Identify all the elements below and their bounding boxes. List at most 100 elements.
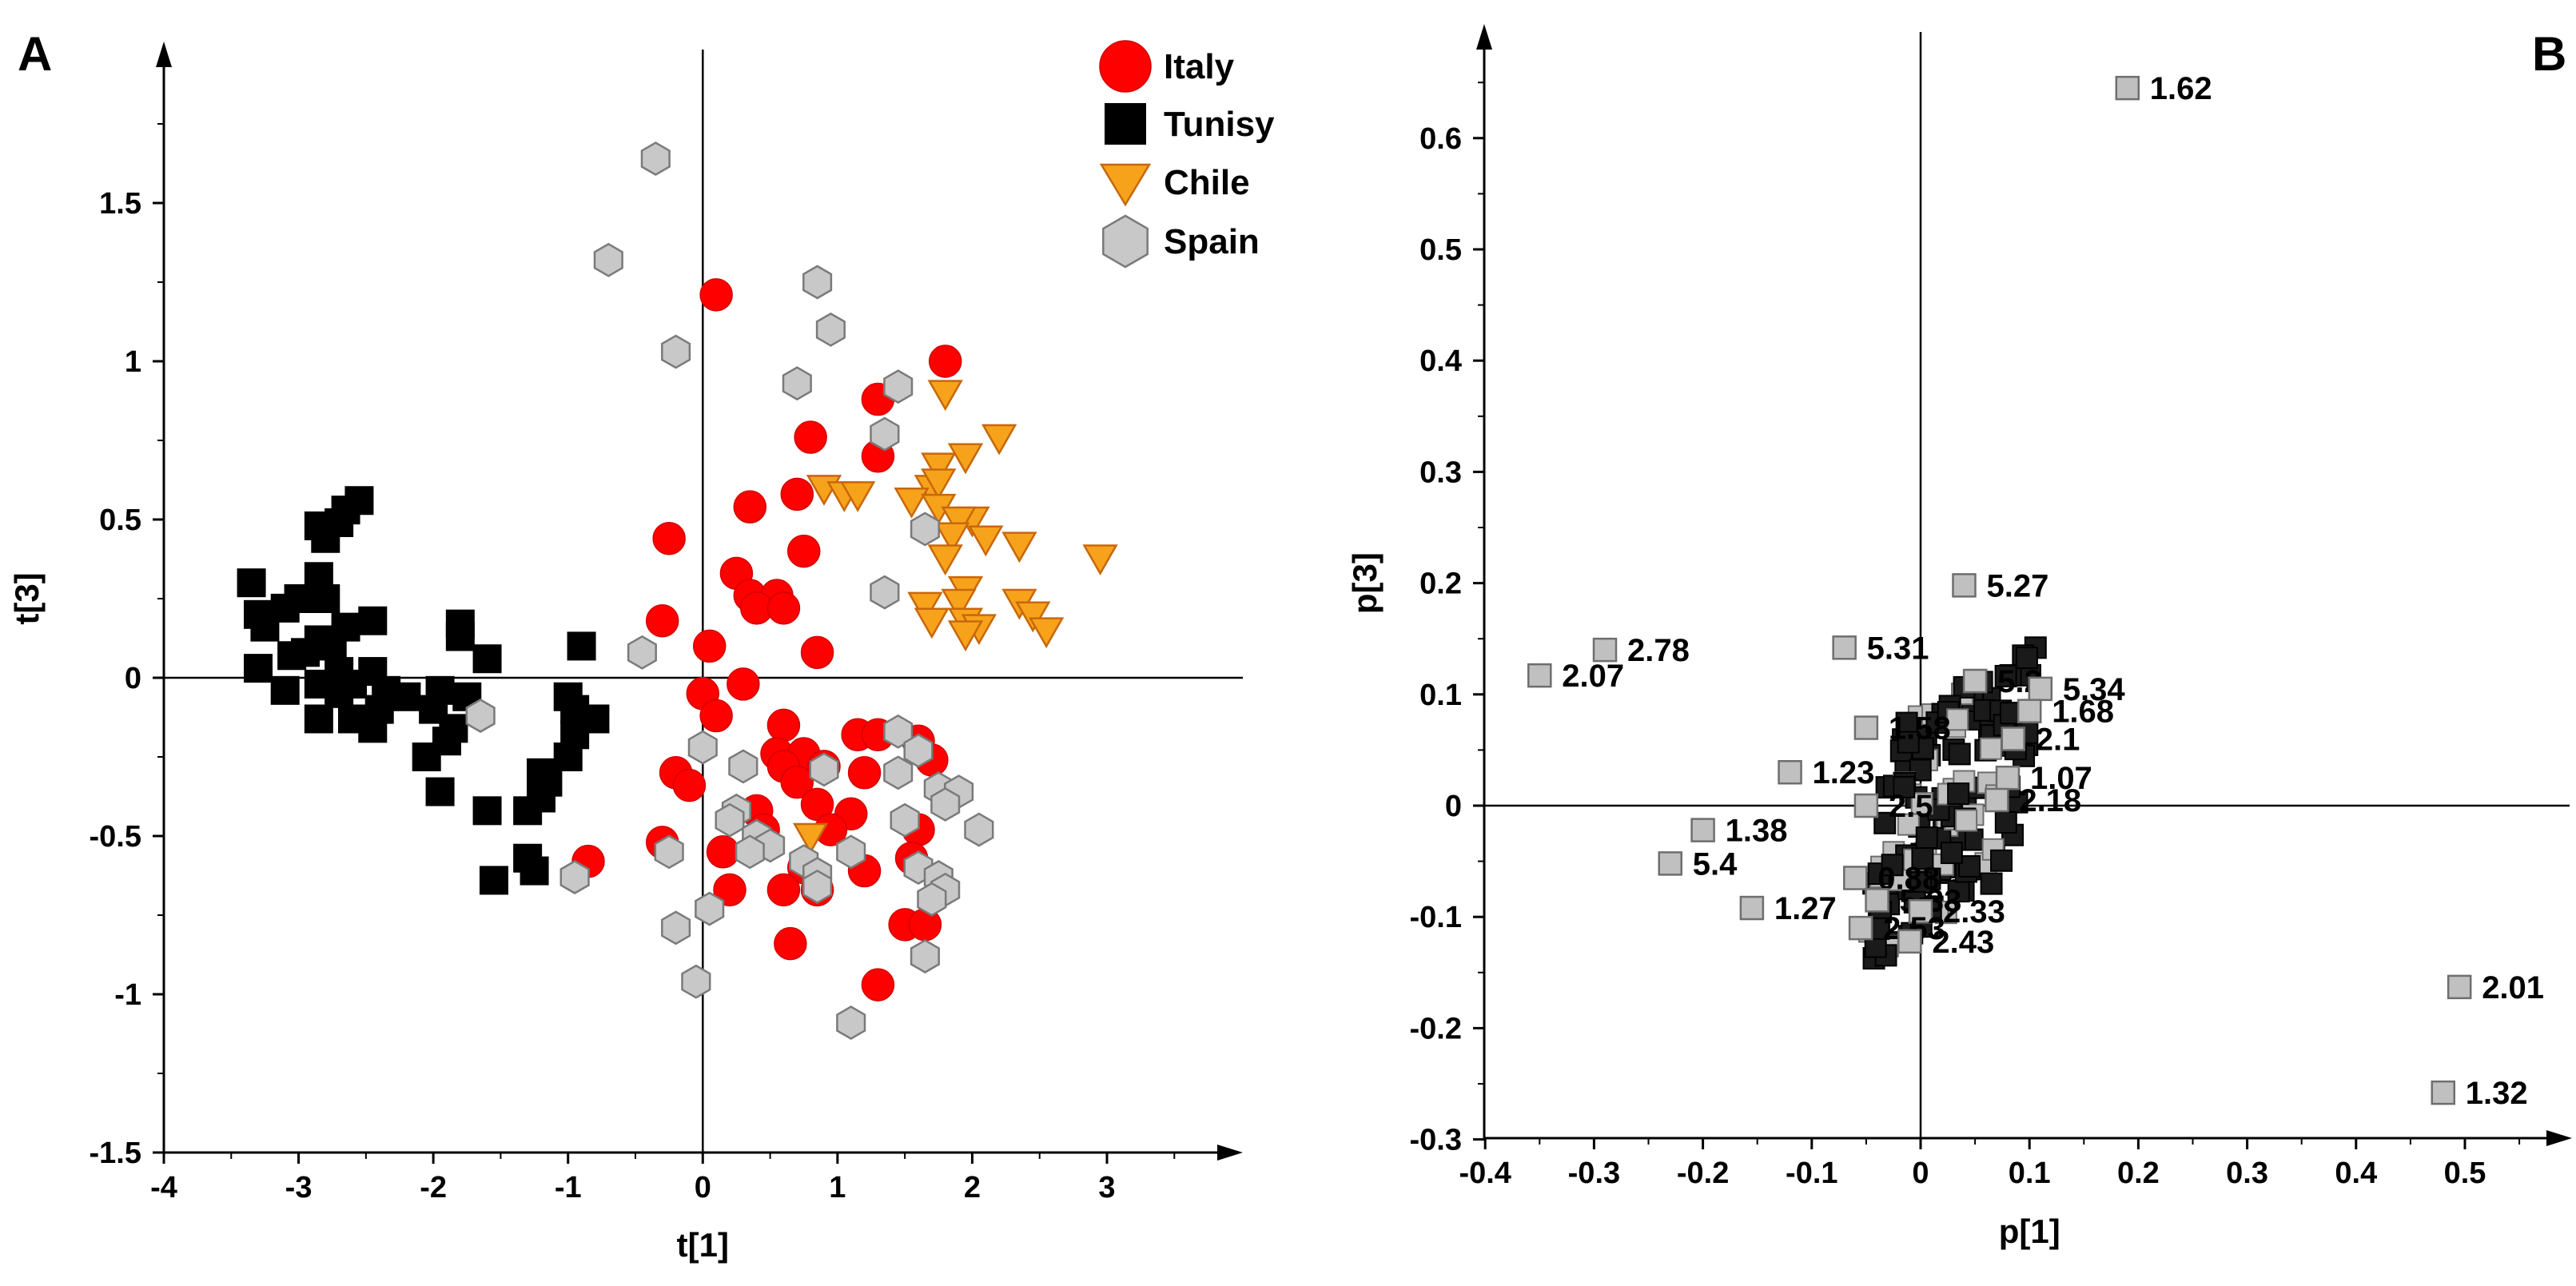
- loading-label: 2.43: [1932, 925, 1994, 960]
- x-tick-label: 0: [695, 1171, 711, 1204]
- loading-marker: [1897, 929, 1922, 954]
- y-tick-label: 1: [125, 345, 141, 379]
- loading-point-labeled: 5.4: [1658, 846, 1738, 882]
- point-chile: [941, 588, 977, 620]
- point-spain: [782, 366, 812, 401]
- point-italy: [645, 603, 679, 638]
- legend-marker-chile: [1099, 163, 1152, 207]
- point-spain: [883, 714, 914, 749]
- series-chile: [792, 380, 1118, 854]
- point-spain: [695, 891, 725, 926]
- point-spain: [687, 730, 718, 765]
- loading-point: [1897, 731, 1920, 754]
- loading-label: 2.33: [1943, 894, 2005, 930]
- loading-label: 2.07: [1562, 659, 1624, 694]
- point-spain: [964, 812, 994, 847]
- loading-marker: [1527, 663, 1552, 688]
- point-italy: [727, 667, 760, 701]
- loading-point: [1979, 737, 2002, 760]
- point-tunisy: [513, 796, 543, 826]
- loading-marker: [2017, 699, 2042, 723]
- loading-marker: [1865, 888, 1889, 913]
- point-tunisy: [553, 743, 583, 771]
- legend-item-chile: Chile: [1099, 163, 1250, 207]
- loading-label: 1.23: [1813, 755, 1875, 790]
- point-chile: [1001, 532, 1037, 563]
- loading-label: 2.5: [1889, 789, 1933, 824]
- loading-marker: [1778, 759, 1802, 785]
- loading-label: 1.32: [2466, 1076, 2528, 1111]
- point-chile: [907, 591, 943, 623]
- point-italy: [672, 768, 707, 802]
- legend-label-spain: Spain: [1164, 222, 1260, 261]
- point-chile: [921, 468, 957, 500]
- legend-a: Italy Tunisy Chile Spain: [1099, 40, 1275, 269]
- loading-plot-b: -0.4 -0.3 -0.2 -0.1 0 0.1 0.2 0.3 0.4 0.5-0.3-0.2…: [1346, 24, 2572, 1250]
- point-italy: [794, 420, 827, 454]
- loading-marker: [1853, 715, 1879, 740]
- point-tunisy: [445, 622, 475, 651]
- loading-marker: [2431, 1080, 2456, 1105]
- loading-point: [1947, 782, 1970, 806]
- loading-label: 2.78: [1627, 633, 1690, 668]
- point-tunisy: [304, 704, 333, 734]
- scatter-plot-a: -4 -3 -2 -1 0 1 2 3 -1.5 -1 -0.5 0 0.5 1 1.5 A t[1] t[…: [8, 27, 1275, 1264]
- point-tunisy: [567, 631, 596, 661]
- loading-marker: [1962, 668, 1988, 694]
- series-spain: [465, 141, 994, 1041]
- point-tunisy: [237, 568, 266, 598]
- point-chile: [839, 481, 876, 512]
- point-spain: [640, 141, 671, 177]
- legend-marker-italy: [1099, 40, 1152, 93]
- point-tunisy: [358, 714, 388, 743]
- loading-marker: [1832, 635, 1857, 660]
- point-spain: [802, 869, 833, 904]
- point-spain: [815, 312, 846, 347]
- point-spain: [836, 1005, 866, 1041]
- loading-point: [1994, 810, 2017, 834]
- x-tick-label: 0: [1912, 1157, 1929, 1190]
- marks-b: 1.625.272.782.075.315.2 5.341.681.58 2.11.…: [1527, 71, 2544, 1111]
- point-tunisy: [250, 612, 280, 642]
- y-tick-label: 0.1: [1419, 679, 1462, 712]
- loading-marker: [2028, 676, 2053, 702]
- y-tick-label: 0: [125, 662, 141, 695]
- loading-point: [1994, 664, 2017, 687]
- loading-marker: [1739, 895, 1765, 921]
- y-tick-label: 0.4: [1419, 344, 1462, 378]
- point-spain: [930, 786, 961, 822]
- y-tick-label: 0.5: [1419, 233, 1462, 267]
- loading-marker: [1843, 866, 1868, 890]
- loading-label: 5.27: [1986, 568, 2048, 603]
- loading-point: [1911, 846, 1934, 870]
- legend-label-tunisy: Tunisy: [1164, 105, 1275, 144]
- point-tunisy: [480, 866, 508, 895]
- x-tick-label: 0.3: [2226, 1157, 2268, 1190]
- x-tick-label: -0.2: [1677, 1157, 1729, 1190]
- point-tunisy: [244, 654, 273, 683]
- loading-point-labeled: 1.27: [1739, 891, 1837, 926]
- x-tick-label: 0.5: [2444, 1157, 2486, 1190]
- point-chile: [914, 607, 950, 639]
- point-tunisy: [392, 682, 421, 711]
- x-tick-label: -3: [285, 1171, 313, 1204]
- point-spain: [559, 860, 590, 894]
- x-axis-arrow: [2546, 1130, 2572, 1146]
- x-tick-label: -2: [420, 1171, 447, 1204]
- point-spain: [890, 802, 920, 838]
- point-chile: [981, 424, 1017, 456]
- point-spain: [661, 334, 691, 369]
- loading-point-labeled: 5.31: [1832, 631, 1929, 666]
- point-chile: [941, 506, 977, 538]
- y-tick-label: 1.5: [99, 187, 141, 221]
- x-tick-label: 1: [829, 1171, 846, 1204]
- point-chile: [927, 544, 963, 576]
- x-tick-label: -0.1: [1786, 1157, 1837, 1190]
- point-italy: [706, 835, 740, 869]
- loading-marker: [2115, 75, 2140, 101]
- loading-point: [1940, 842, 1963, 865]
- point-spain: [802, 265, 833, 300]
- point-italy: [699, 699, 733, 733]
- point-spain: [809, 752, 839, 787]
